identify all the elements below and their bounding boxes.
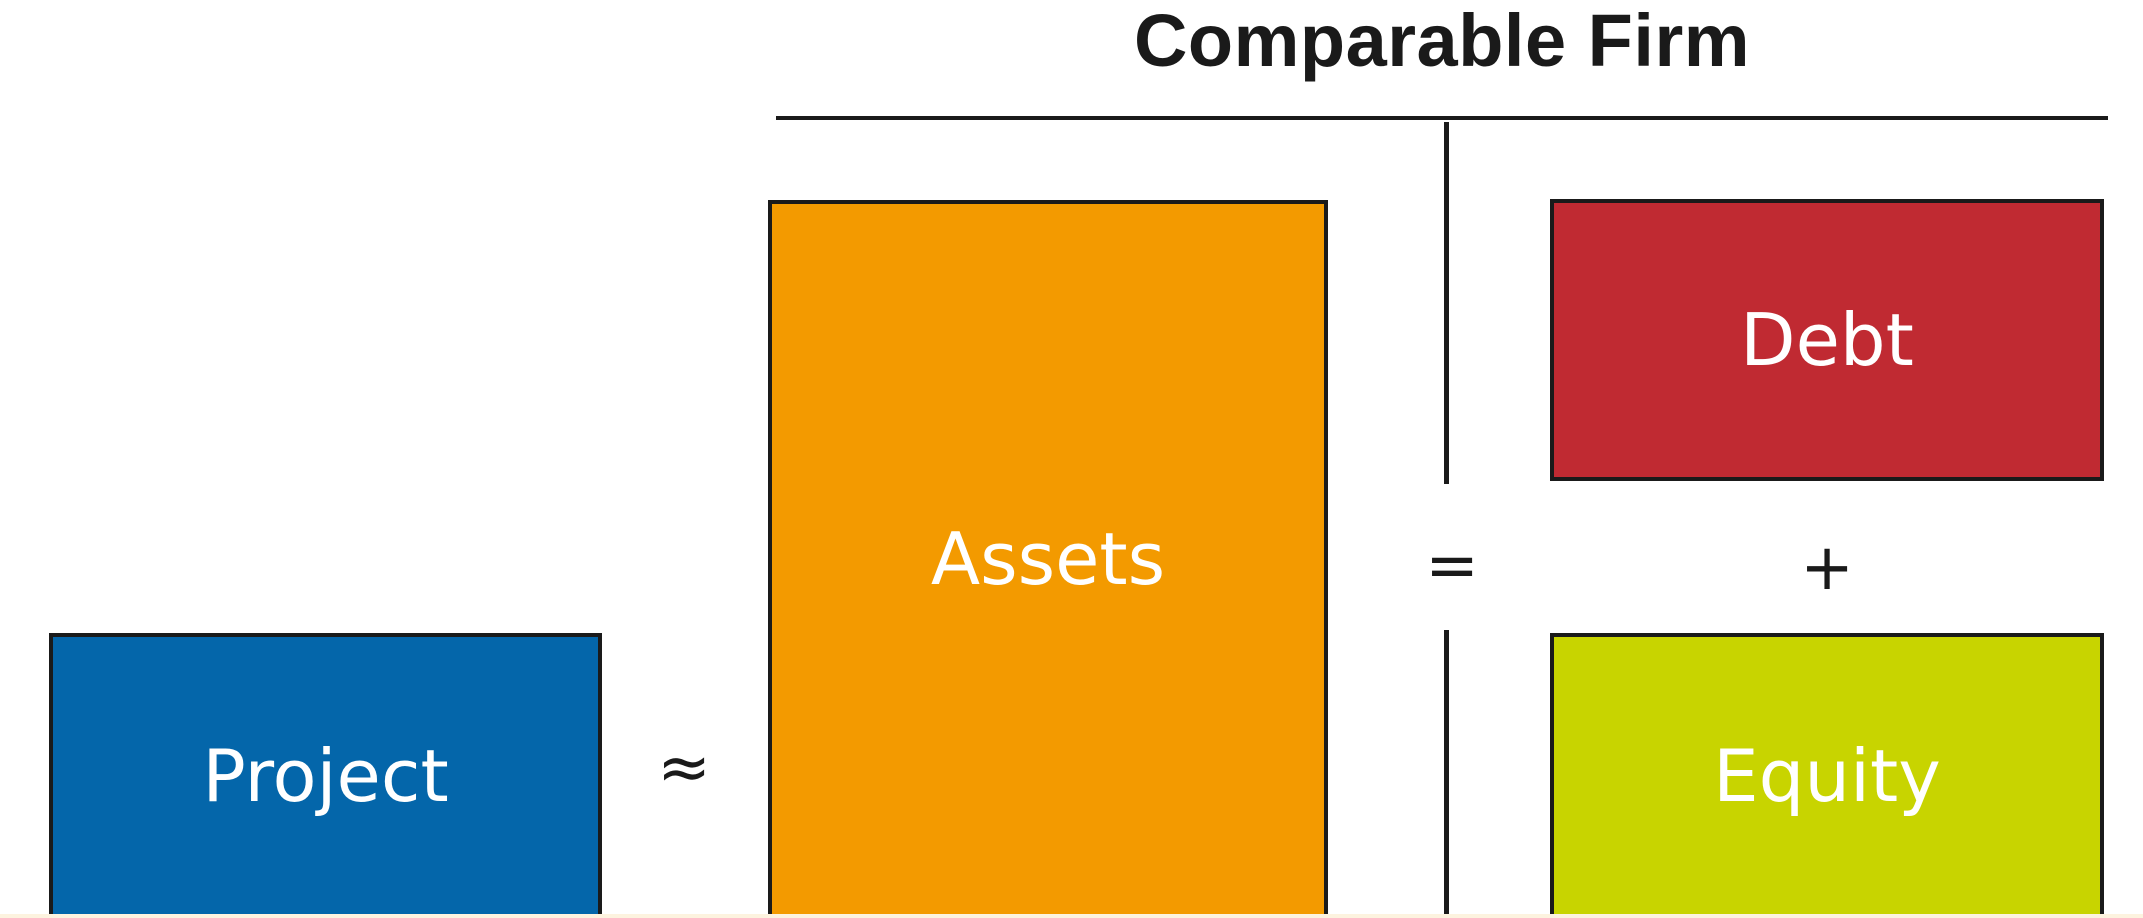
equals-symbol: = bbox=[1425, 529, 1479, 603]
project-label: Project bbox=[202, 733, 449, 818]
equity-label: Equity bbox=[1713, 733, 1941, 818]
project-box: Project bbox=[49, 633, 602, 918]
title-underline bbox=[776, 116, 2108, 120]
assets-label: Assets bbox=[930, 517, 1166, 601]
assets-box: Assets bbox=[768, 200, 1328, 918]
divider-line-top bbox=[1444, 122, 1449, 484]
plus-symbol: + bbox=[1800, 531, 1854, 605]
bottom-strip bbox=[0, 914, 2143, 918]
divider-line-bottom bbox=[1444, 630, 1449, 918]
debt-label: Debt bbox=[1740, 298, 1914, 382]
equity-box: Equity bbox=[1550, 633, 2104, 918]
approx-symbol: ≈ bbox=[657, 731, 711, 805]
diagram-title: Comparable Firm bbox=[1133, 0, 1751, 82]
debt-box: Debt bbox=[1550, 199, 2104, 481]
